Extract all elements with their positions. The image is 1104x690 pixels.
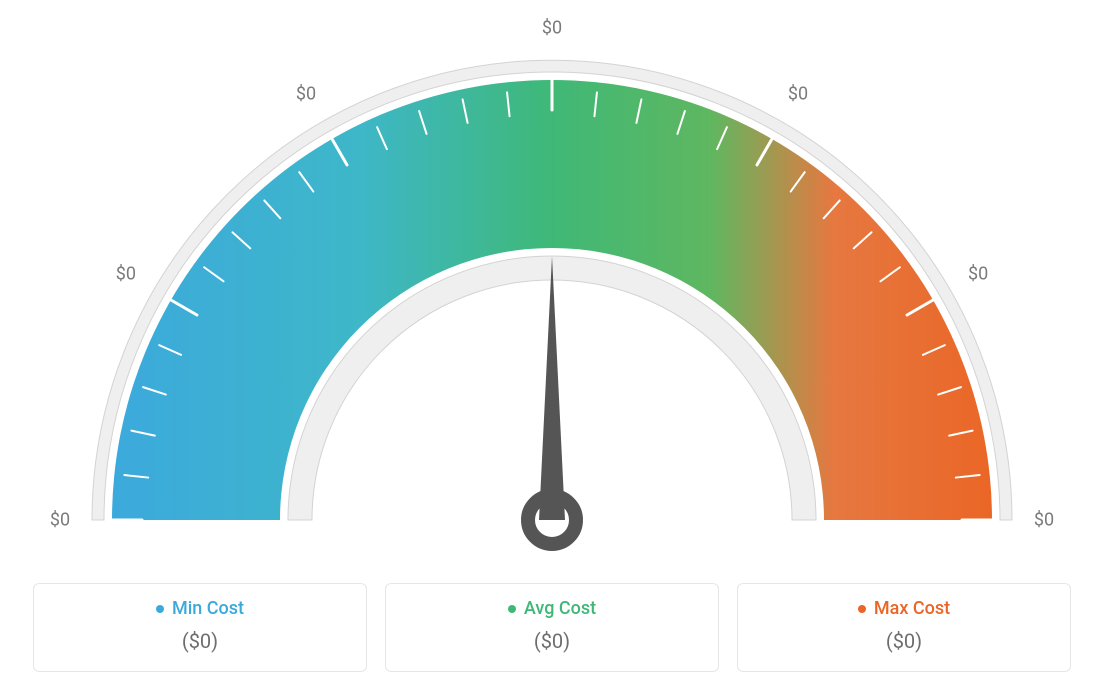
scale-label: $0 — [296, 83, 316, 104]
bullet-icon — [156, 605, 164, 613]
bullet-icon — [858, 605, 866, 613]
legend-value-avg: ($0) — [394, 629, 710, 653]
bullet-icon — [508, 605, 516, 613]
legend-card-avg: Avg Cost ($0) — [385, 583, 719, 673]
scale-label: $0 — [50, 510, 70, 531]
scale-label: $0 — [116, 264, 136, 285]
scale-label: $0 — [788, 83, 808, 104]
legend-value-max: ($0) — [746, 629, 1062, 653]
legend-card-max: Max Cost ($0) — [737, 583, 1071, 673]
gauge-svg — [0, 0, 1104, 560]
legend-label-min: Min Cost — [172, 598, 244, 619]
scale-label: $0 — [1034, 510, 1054, 531]
legend-title-min: Min Cost — [156, 598, 244, 619]
legend-title-avg: Avg Cost — [508, 598, 596, 619]
gauge-chart: $0 $0 $0 $0 $0 $0 $0 — [0, 0, 1104, 560]
legend-value-min: ($0) — [42, 629, 358, 653]
legend-title-max: Max Cost — [858, 598, 950, 619]
scale-label: $0 — [968, 264, 988, 285]
legend-card-min: Min Cost ($0) — [33, 583, 367, 673]
legend-label-avg: Avg Cost — [524, 598, 596, 619]
scale-label: $0 — [542, 18, 562, 39]
legend-row: Min Cost ($0) Avg Cost ($0) Max Cost ($0… — [33, 583, 1071, 673]
legend-label-max: Max Cost — [874, 598, 950, 619]
